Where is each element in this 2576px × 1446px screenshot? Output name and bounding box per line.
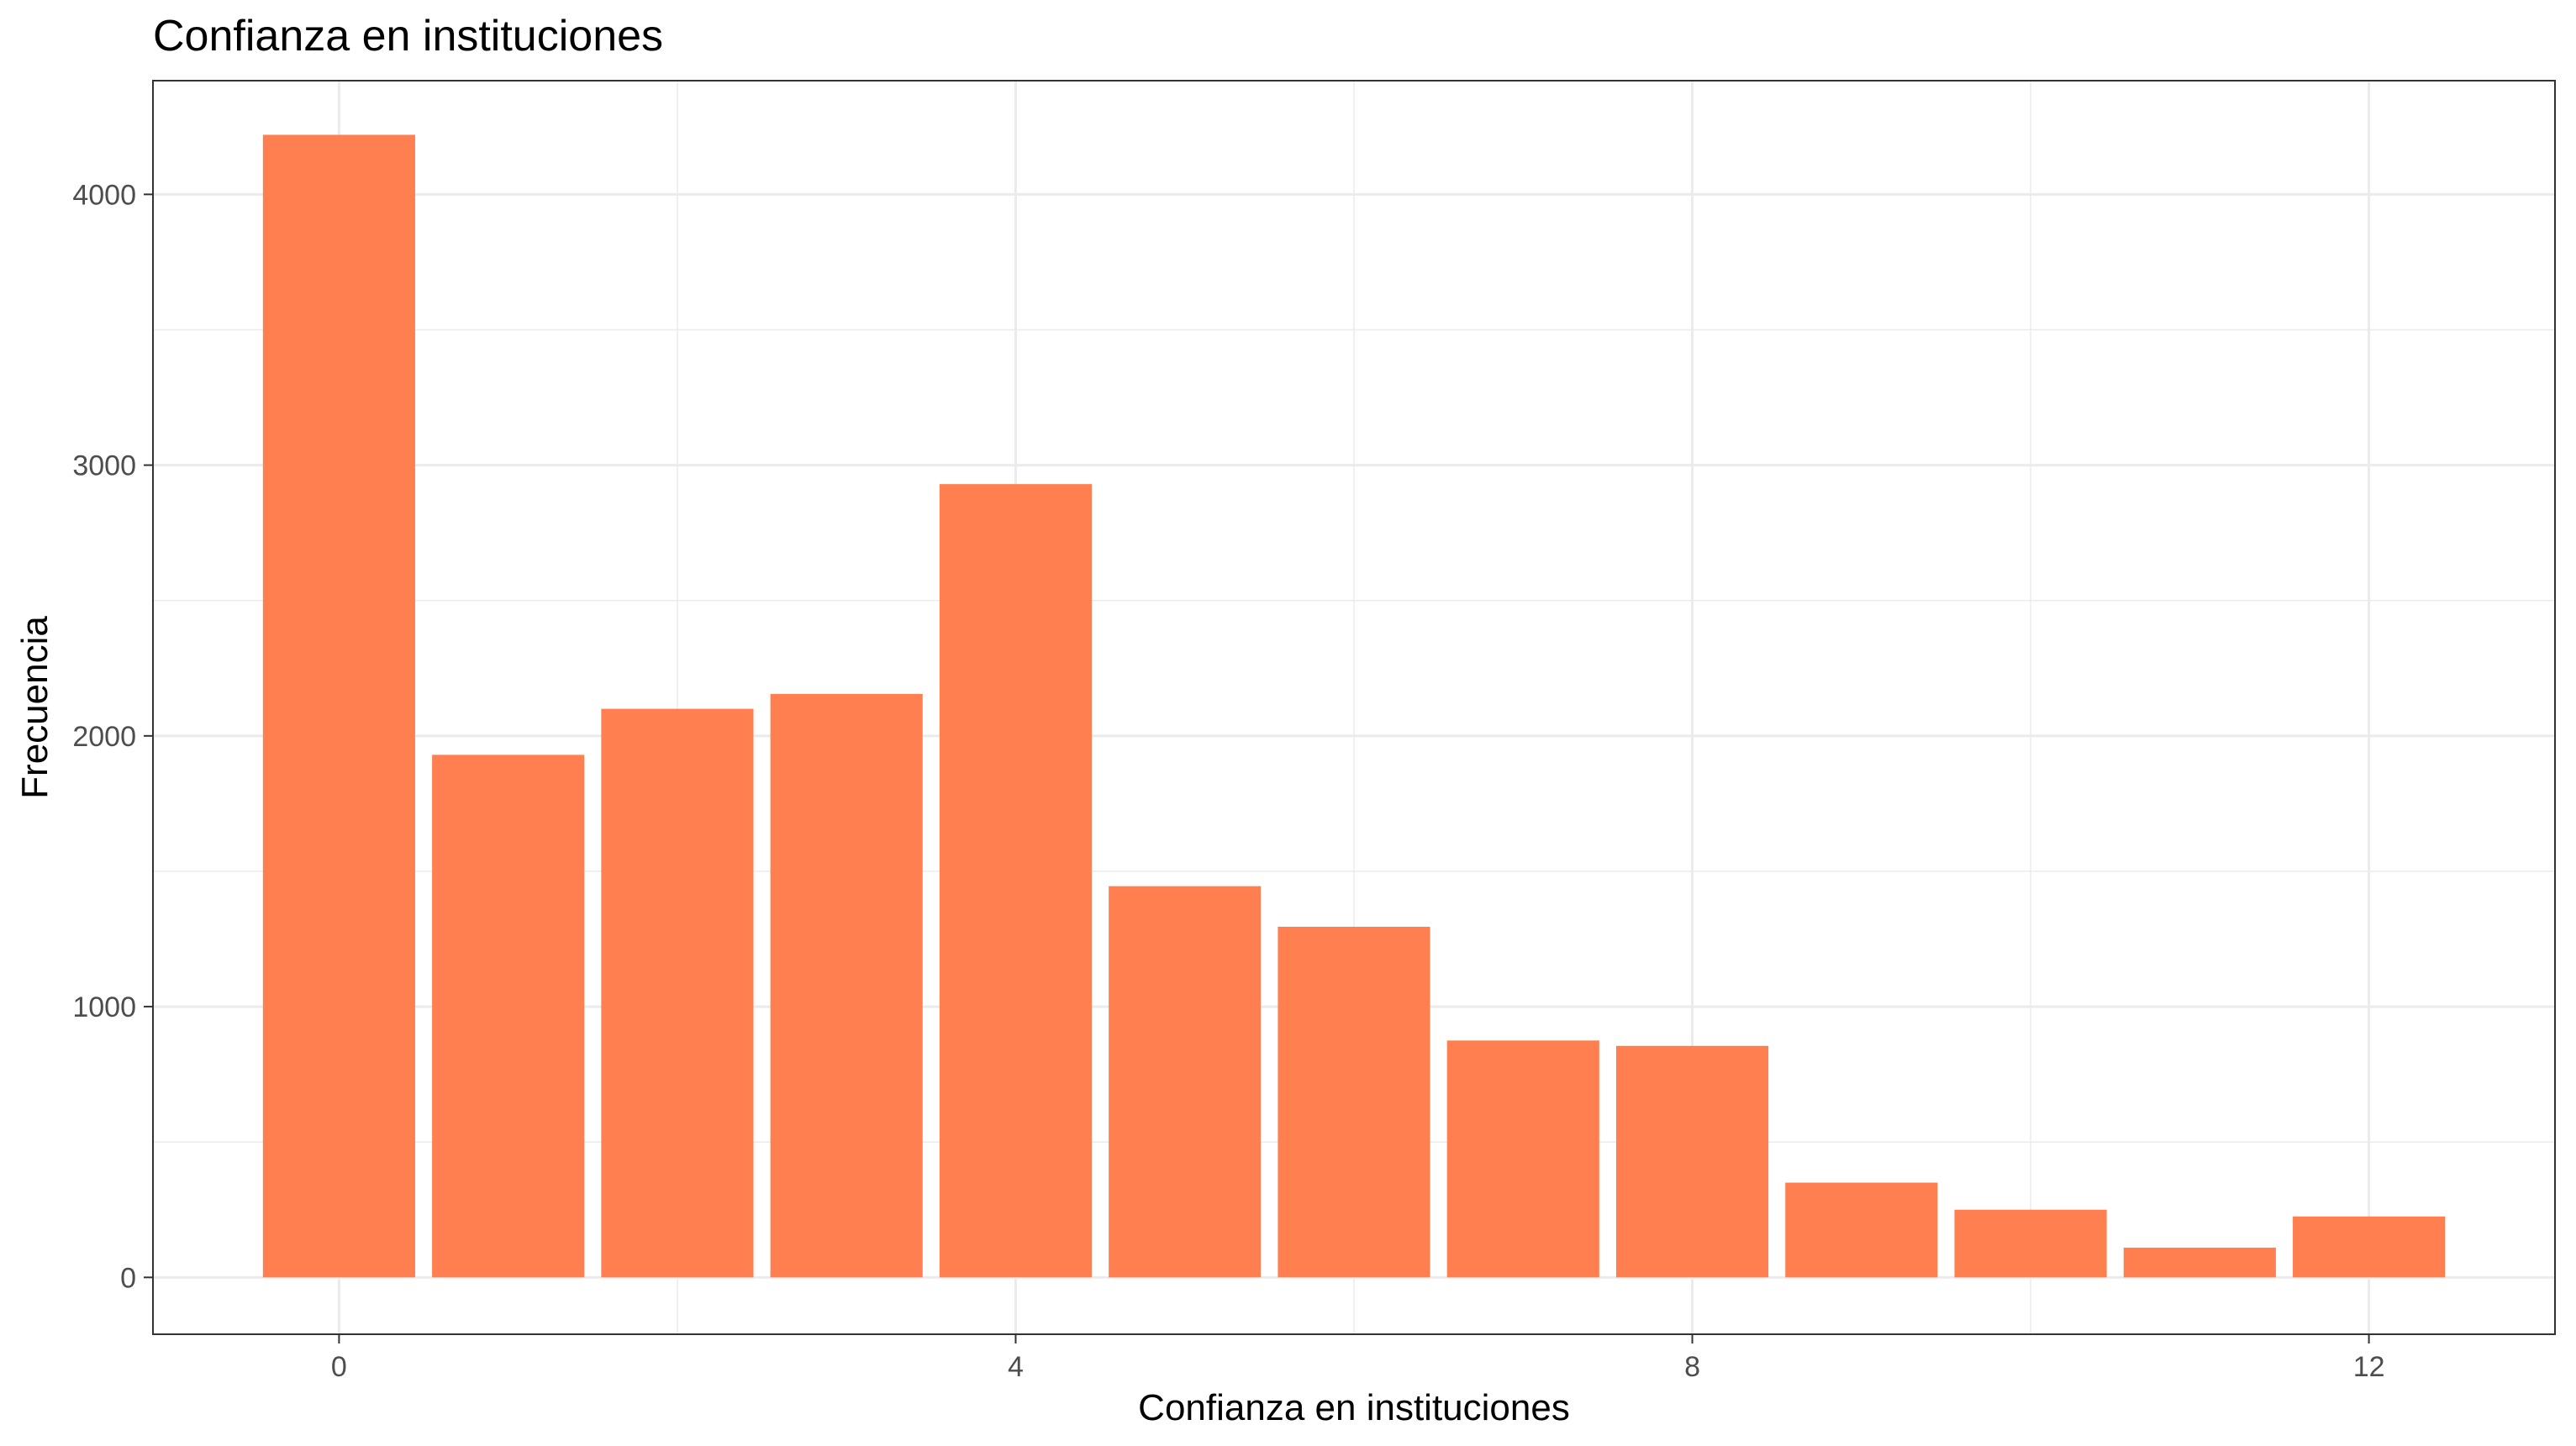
y-tick-label: 4000 [72, 179, 136, 211]
bar-12 [2293, 1216, 2446, 1278]
x-tick-label: 12 [2353, 1351, 2385, 1383]
plot-panel-border [152, 80, 2556, 1335]
bar-8 [1615, 1045, 1769, 1278]
y-tick-label: 2000 [72, 721, 136, 753]
bar-11 [2123, 1247, 2276, 1278]
chart-title: Confianza en instituciones [153, 12, 663, 60]
y-tick-label: 0 [120, 1262, 136, 1294]
x-axis-ticks: 0 4 8 12 [331, 1334, 2385, 1383]
x-tick-label: 0 [331, 1351, 347, 1383]
bar-5 [1109, 886, 1262, 1278]
bar-4 [939, 484, 1093, 1278]
bar-7 [1446, 1040, 1599, 1278]
bar-0 [262, 134, 415, 1278]
x-tick-label: 8 [1684, 1351, 1700, 1383]
bar-9 [1785, 1182, 1938, 1278]
bars [262, 134, 2446, 1278]
bar-10 [1954, 1209, 2107, 1278]
y-tick-label: 3000 [72, 450, 136, 482]
y-axis-label: Frecuencia [14, 616, 55, 799]
bar-1 [432, 755, 585, 1278]
x-axis-label: Confianza en instituciones [1138, 1387, 1570, 1428]
bar-2 [601, 708, 754, 1278]
bar-3 [770, 693, 923, 1278]
bar-6 [1277, 927, 1430, 1278]
y-axis-ticks: 0 1000 2000 3000 4000 [72, 179, 153, 1294]
x-tick-label: 4 [1008, 1351, 1024, 1383]
y-tick-label: 1000 [72, 991, 136, 1023]
